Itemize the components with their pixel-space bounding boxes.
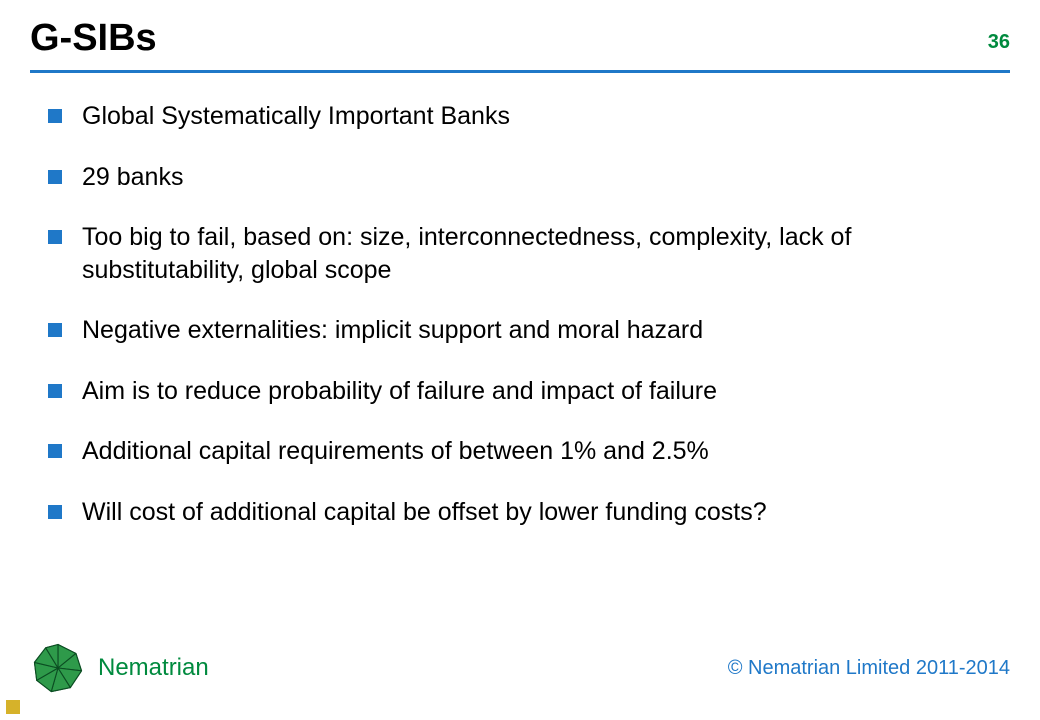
bullet-item: Additional capital requirements of betwe… (48, 435, 1000, 468)
bullet-marker-icon (48, 384, 62, 398)
bullet-item: Too big to fail, based on: size, interco… (48, 221, 1000, 286)
bullet-item: Aim is to reduce probability of failure … (48, 375, 1000, 408)
footer-left: Nematrian (30, 640, 209, 696)
page-number: 36 (988, 31, 1010, 60)
bullet-text: Too big to fail, based on: size, interco… (82, 221, 1000, 286)
bullet-text: Negative externalities: implicit support… (82, 314, 703, 347)
bullet-text: 29 banks (82, 161, 183, 194)
bullet-marker-icon (48, 323, 62, 337)
bullet-text: Additional capital requirements of betwe… (82, 435, 709, 468)
bullet-text: Global Systematically Important Banks (82, 100, 510, 133)
bullet-item: Negative externalities: implicit support… (48, 314, 1000, 347)
bullet-text: Will cost of additional capital be offse… (82, 496, 767, 529)
bullet-item: 29 banks (48, 161, 1000, 194)
bullet-marker-icon (48, 109, 62, 123)
bullet-text: Aim is to reduce probability of failure … (82, 375, 717, 408)
slide: G-SIBs 36 Global Systematically Importan… (0, 0, 1040, 720)
bullet-item: Will cost of additional capital be offse… (48, 496, 1000, 529)
nematrian-logo-icon (30, 640, 86, 696)
slide-title: G-SIBs (30, 18, 157, 60)
bullet-item: Global Systematically Important Banks (48, 100, 1000, 133)
slide-footer: Nematrian © Nematrian Limited 2011-2014 (30, 640, 1010, 696)
footer-brand-name: Nematrian (98, 654, 209, 682)
bullet-marker-icon (48, 230, 62, 244)
bullet-marker-icon (48, 444, 62, 458)
slide-body: Global Systematically Important Banks 29… (48, 100, 1000, 556)
bullet-marker-icon (48, 505, 62, 519)
footer-copyright: © Nematrian Limited 2011-2014 (728, 657, 1010, 680)
slide-header: G-SIBs 36 (30, 18, 1010, 60)
title-underline (30, 70, 1010, 73)
bullet-marker-icon (48, 170, 62, 184)
corner-marker-icon (6, 700, 20, 714)
